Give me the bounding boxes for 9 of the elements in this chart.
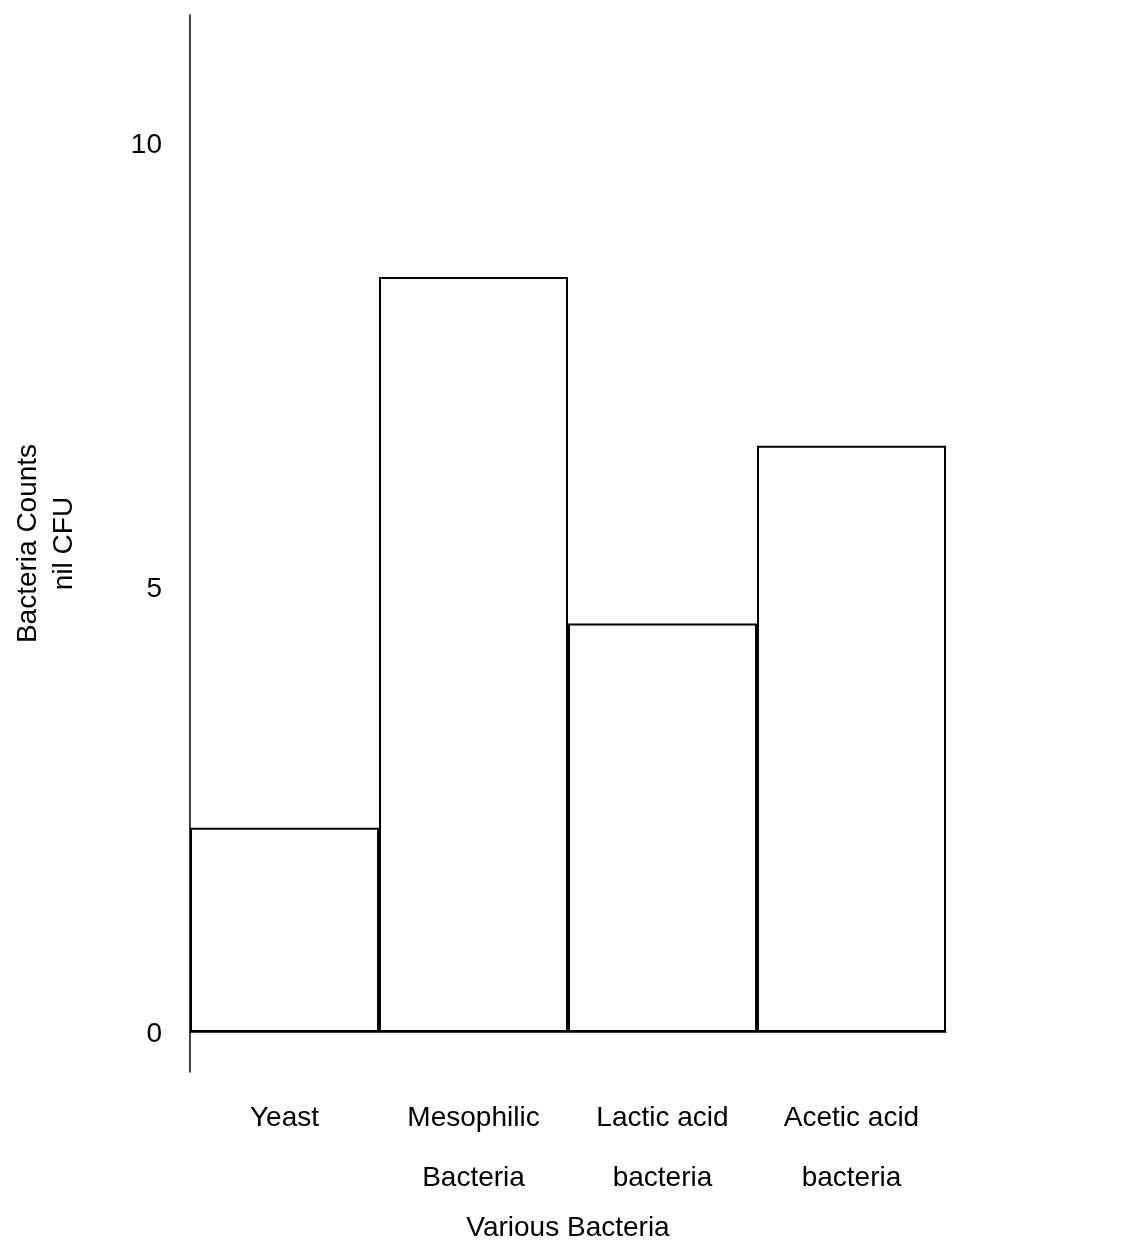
x-tick-label: Yeast xyxy=(249,1100,320,1132)
x-axis-title: Various Bacteria xyxy=(466,1210,671,1242)
x-tick-label: Acetic acid bacteria xyxy=(783,1100,920,1192)
y-axis-title: Bacteria Counts nil CFU xyxy=(10,443,78,644)
y-tick-label: 5 xyxy=(146,572,162,604)
y-tick-label: 10 xyxy=(130,128,162,160)
y-tick-label: 0 xyxy=(146,1016,162,1048)
x-tick-label: Lactic acid bacteria xyxy=(596,1100,729,1192)
x-tick-label: Mesophilic Bacteria xyxy=(407,1100,540,1192)
